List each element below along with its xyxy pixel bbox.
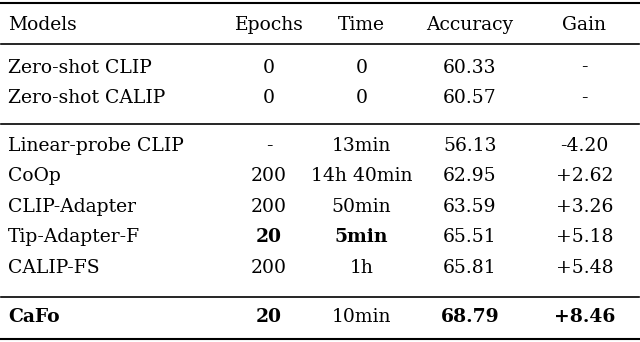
- Text: +5.48: +5.48: [556, 259, 613, 277]
- Text: CALIP-FS: CALIP-FS: [8, 259, 99, 277]
- Text: 0: 0: [263, 89, 275, 107]
- Text: Accuracy: Accuracy: [426, 16, 513, 34]
- Text: 20: 20: [256, 228, 282, 246]
- Text: Gain: Gain: [563, 16, 607, 34]
- Text: +2.62: +2.62: [556, 167, 613, 185]
- Text: Epochs: Epochs: [235, 16, 303, 34]
- Text: 68.79: 68.79: [440, 308, 499, 326]
- Text: 0: 0: [263, 58, 275, 77]
- Text: +8.46: +8.46: [554, 308, 615, 326]
- Text: -: -: [581, 58, 588, 77]
- Text: 0: 0: [355, 89, 367, 107]
- Text: 0: 0: [355, 58, 367, 77]
- Text: Linear-probe CLIP: Linear-probe CLIP: [8, 136, 184, 155]
- Text: CoOp: CoOp: [8, 167, 61, 185]
- Text: 56.13: 56.13: [443, 136, 497, 155]
- Text: +3.26: +3.26: [556, 198, 613, 215]
- Text: 20: 20: [256, 308, 282, 326]
- Text: 65.81: 65.81: [443, 259, 497, 277]
- Text: 14h 40min: 14h 40min: [310, 167, 412, 185]
- Text: Time: Time: [338, 16, 385, 34]
- Text: CaFo: CaFo: [8, 308, 60, 326]
- Text: 200: 200: [251, 259, 287, 277]
- Text: 60.57: 60.57: [443, 89, 497, 107]
- Text: +5.18: +5.18: [556, 228, 613, 246]
- Text: 10min: 10min: [332, 308, 391, 326]
- Text: 5min: 5min: [335, 228, 388, 246]
- Text: 200: 200: [251, 198, 287, 215]
- Text: 63.59: 63.59: [443, 198, 497, 215]
- Text: 65.51: 65.51: [443, 228, 497, 246]
- Text: -: -: [581, 89, 588, 107]
- Text: -4.20: -4.20: [560, 136, 609, 155]
- Text: 200: 200: [251, 167, 287, 185]
- Text: 62.95: 62.95: [443, 167, 497, 185]
- Text: CLIP-Adapter: CLIP-Adapter: [8, 198, 136, 215]
- Text: 13min: 13min: [332, 136, 391, 155]
- Text: -: -: [266, 136, 272, 155]
- Text: Tip-Adapter-F: Tip-Adapter-F: [8, 228, 140, 246]
- Text: Zero-shot CLIP: Zero-shot CLIP: [8, 58, 152, 77]
- Text: Zero-shot CALIP: Zero-shot CALIP: [8, 89, 165, 107]
- Text: 50min: 50min: [332, 198, 391, 215]
- Text: 60.33: 60.33: [443, 58, 497, 77]
- Text: 1h: 1h: [349, 259, 373, 277]
- Text: Models: Models: [8, 16, 77, 34]
